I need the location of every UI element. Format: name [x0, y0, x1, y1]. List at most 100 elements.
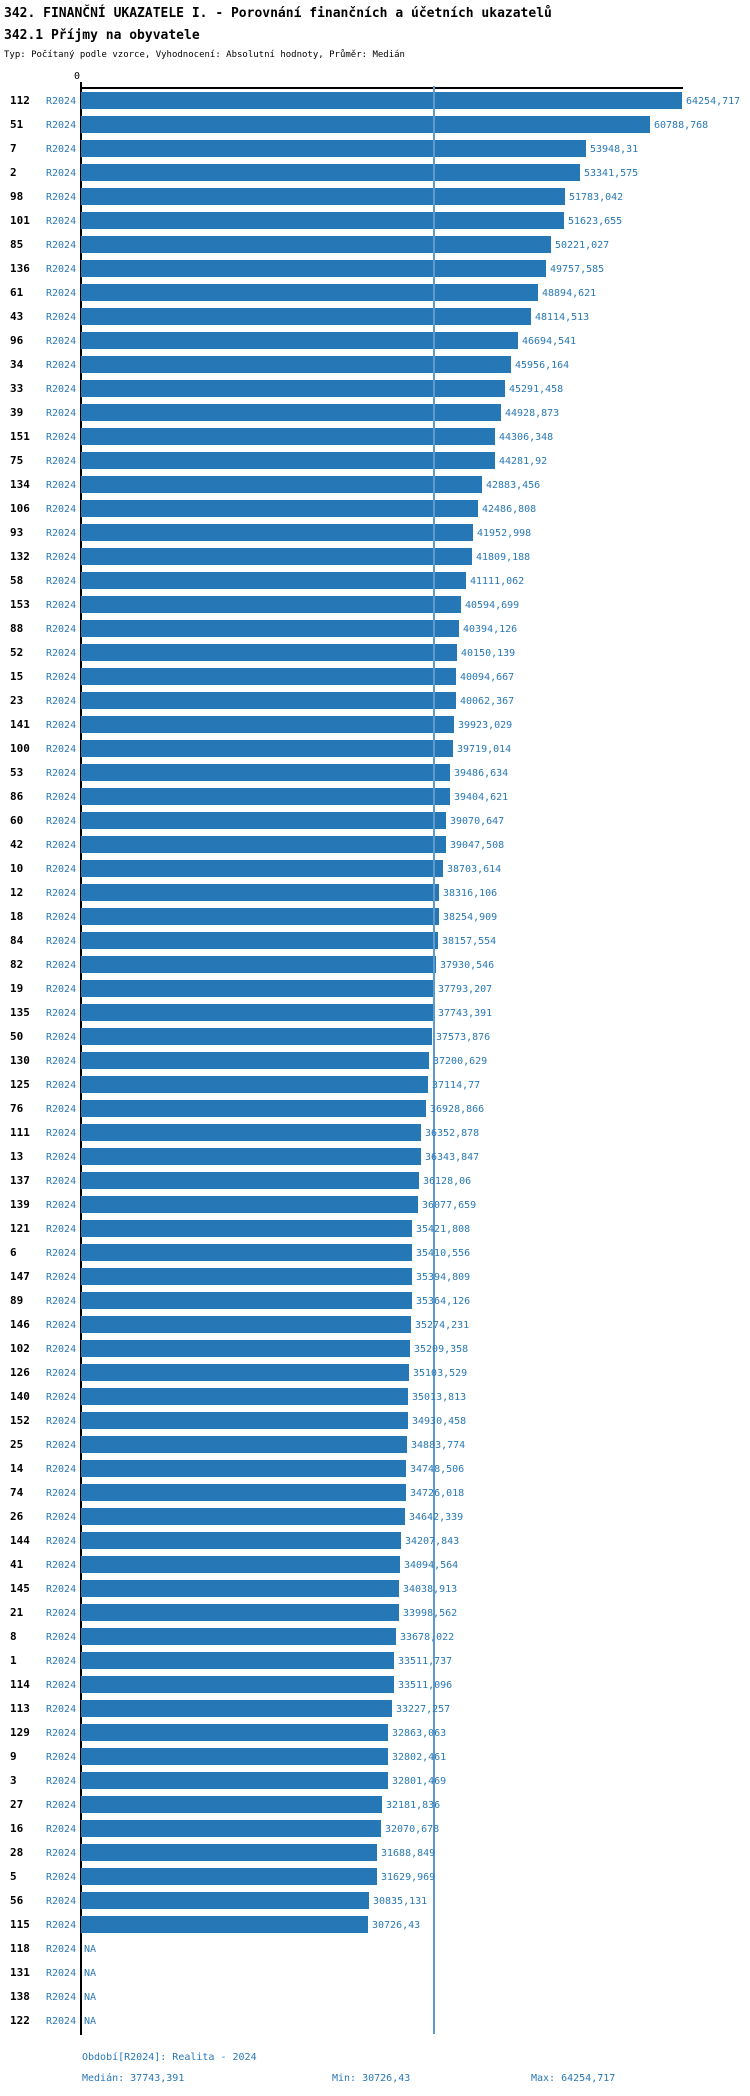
row-id-label: 86: [10, 790, 24, 803]
row-id-label: 118: [10, 1942, 30, 1955]
row-period-label: R2024: [46, 96, 77, 107]
bar-value-label: 38157,554: [442, 936, 497, 947]
chart-row: 129 R2024 32863,063: [0, 1721, 750, 1745]
chart-row: 100 R2024 39719,014: [0, 737, 750, 761]
chart-row: 131 R2024 NA: [0, 1961, 750, 1985]
chart-subtitle: 342.1 Příjmy na obyvatele: [4, 28, 200, 43]
row-id-label: 88: [10, 622, 24, 635]
bar-value-label: 42486,808: [482, 504, 537, 515]
row-period-label: R2024: [46, 864, 77, 875]
row-id-label: 8: [10, 1630, 17, 1643]
footer-period: Období[R2024]: Realita - 2024: [82, 2052, 257, 2063]
bar: [81, 1700, 392, 1717]
chart-row: 98 R2024 51783,042: [0, 185, 750, 209]
row-period-label: R2024: [46, 1344, 77, 1355]
chart-row: 26 R2024 34642,339: [0, 1505, 750, 1529]
page-title: 342. FINANČNÍ UKAZATELE I. - Porovnání f…: [4, 6, 552, 21]
bar: [81, 908, 439, 925]
chart-row: 28 R2024 31688,849: [0, 1841, 750, 1865]
bar-value-label: 51783,042: [569, 192, 624, 203]
footer-median: Medián: 37743,391: [82, 2073, 185, 2084]
chart-row: 141 R2024 39923,029: [0, 713, 750, 737]
bar: [81, 332, 518, 349]
bar-value-label: 33998,562: [403, 1608, 458, 1619]
row-period-label: R2024: [46, 936, 77, 947]
row-period-label: R2024: [46, 1992, 77, 2003]
row-id-label: 18: [10, 910, 24, 923]
chart-row: 15 R2024 40094,667: [0, 665, 750, 689]
chart-row: 93 R2024 41952,998: [0, 521, 750, 545]
bar-value-label: 45956,164: [515, 360, 570, 371]
chart-row: 41 R2024 34094,564: [0, 1553, 750, 1577]
bar-value-label: 35364,126: [416, 1296, 471, 1307]
row-id-label: 15: [10, 670, 24, 683]
axis-origin-label: 0: [74, 71, 81, 82]
chart-row: 25 R2024 34883,774: [0, 1433, 750, 1457]
bar-value-label: 37743,391: [438, 1008, 493, 1019]
bar: [81, 548, 472, 565]
footer-max: Max: 64254,717: [531, 2073, 616, 2084]
row-period-label: R2024: [46, 216, 77, 227]
bar: [81, 1148, 421, 1165]
bar: [81, 668, 456, 685]
row-period-label: R2024: [46, 1728, 77, 1739]
bar-value-label: 48114,513: [535, 312, 590, 323]
chart-row: 121 R2024 35421,808: [0, 1217, 750, 1241]
chart-row: 147 R2024 35394,809: [0, 1265, 750, 1289]
bar: [81, 524, 473, 541]
row-period-label: R2024: [46, 1080, 77, 1091]
row-period-label: R2024: [46, 144, 77, 155]
chart-row: 56 R2024 30835,131: [0, 1889, 750, 1913]
bar: [81, 476, 482, 493]
row-id-label: 7: [10, 142, 17, 155]
chart-row: 16 R2024 32070,678: [0, 1817, 750, 1841]
chart-row: 7 R2024 53948,31: [0, 137, 750, 161]
row-id-label: 21: [10, 1606, 24, 1619]
row-period-label: R2024: [46, 504, 77, 515]
bar: [81, 1868, 377, 1885]
bar: [81, 1292, 412, 1309]
bar-value-label: 50221,027: [555, 240, 610, 251]
row-period-label: R2024: [46, 240, 77, 251]
row-id-label: 13: [10, 1150, 24, 1163]
row-id-label: 10: [10, 862, 24, 875]
bar-value-label: 36352,878: [425, 1128, 480, 1139]
bar-value-label: 33678,022: [400, 1632, 455, 1643]
row-id-label: 41: [10, 1558, 24, 1571]
bar: [81, 1724, 388, 1741]
bar: [81, 1340, 410, 1357]
bar: [81, 356, 511, 373]
bar: [81, 1508, 405, 1525]
row-period-label: R2024: [46, 1800, 77, 1811]
row-period-label: R2024: [46, 1608, 77, 1619]
row-period-label: R2024: [46, 1848, 77, 1859]
row-id-label: 74: [10, 1486, 24, 1499]
bar-value-label: 39486,634: [454, 768, 509, 779]
row-id-label: 139: [10, 1198, 30, 1211]
bar-value-label: 36928,866: [430, 1104, 485, 1115]
bar-value-label: 44928,873: [505, 408, 560, 419]
bar-value-label: 34642,339: [409, 1512, 464, 1523]
bar: [81, 620, 459, 637]
row-id-label: 82: [10, 958, 24, 971]
row-id-label: 84: [10, 934, 24, 947]
chart-row: 51 R2024 60788,768: [0, 113, 750, 137]
bar: [81, 1172, 419, 1189]
row-id-label: 89: [10, 1294, 24, 1307]
bar-value-label: 35013,813: [412, 1392, 467, 1403]
row-id-label: 125: [10, 1078, 30, 1091]
bar: [81, 188, 565, 205]
row-id-label: 60: [10, 814, 24, 827]
chart-row: 42 R2024 39047,508: [0, 833, 750, 857]
row-id-label: 16: [10, 1822, 24, 1835]
bar-value-label: 35410,556: [416, 1248, 471, 1259]
bar: [81, 452, 495, 469]
bar: [81, 1676, 394, 1693]
row-period-label: R2024: [46, 1752, 77, 1763]
row-period-label: R2024: [46, 456, 77, 467]
row-id-label: 140: [10, 1390, 30, 1403]
bar-value-label: 41952,998: [477, 528, 532, 539]
bar: [81, 500, 478, 517]
row-id-label: 98: [10, 190, 24, 203]
bar-value-label: 30726,43: [372, 1920, 421, 1931]
